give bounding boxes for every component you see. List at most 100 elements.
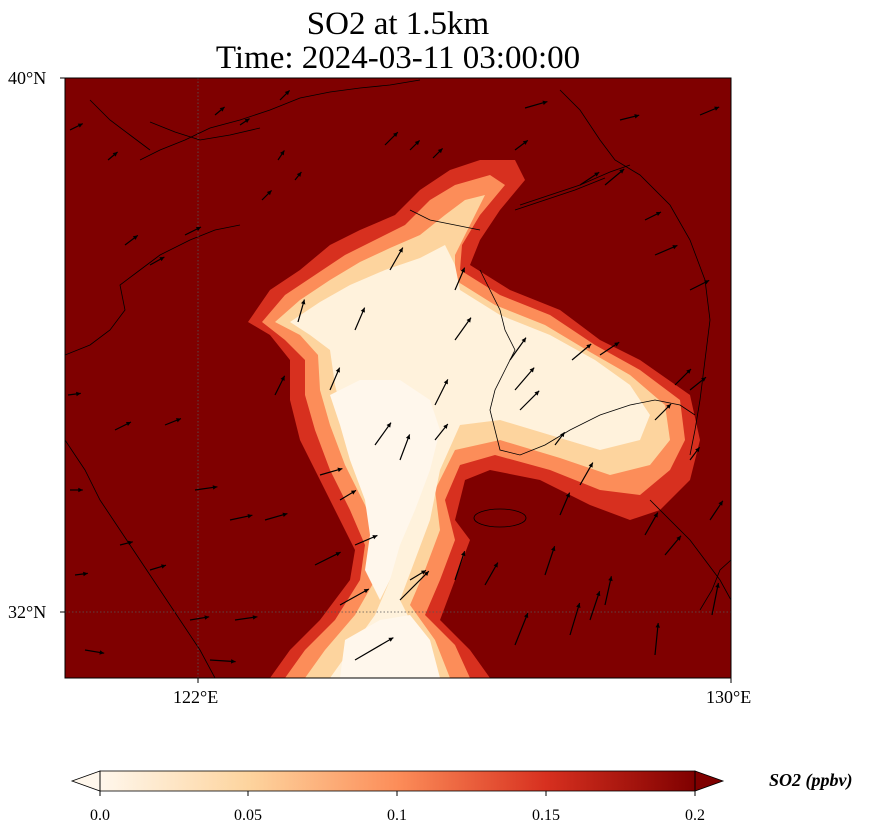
wind-vector-head: [212, 485, 218, 490]
wind-vector-head: [524, 613, 529, 619]
wind-vector-head: [280, 375, 285, 381]
colorbar-tick-0: 0.0: [90, 807, 110, 824]
wind-vector: [711, 582, 719, 616]
wind-vector-head: [175, 418, 181, 423]
wind-vector-head: [714, 106, 720, 111]
wind-vector-head: [195, 227, 201, 232]
map-title-line1: SO2 at 1.5km: [306, 6, 490, 42]
wind-vector-head: [672, 245, 678, 250]
wind-vector: [589, 591, 601, 621]
colorbar-tick-015: 0.15: [532, 807, 560, 824]
wind-vector-head: [676, 535, 681, 541]
wind-vector-head: [715, 583, 720, 588]
wind-vector-head: [420, 570, 426, 575]
wind-vector-head: [161, 564, 166, 569]
map-panel: [65, 78, 731, 678]
wind-vector-head: [521, 337, 526, 343]
wind-vector-head: [634, 114, 640, 119]
wind-vector: [314, 551, 341, 566]
colorbar-extend-min: [70, 770, 101, 792]
wind-vector: [354, 637, 394, 661]
wind-vector-head: [386, 422, 391, 428]
wind-vector-head: [565, 492, 570, 498]
wind-vector-head: [534, 390, 540, 396]
wind-vector: [454, 317, 472, 341]
wind-vector-head: [594, 172, 600, 177]
wind-vector-head: [350, 490, 356, 495]
colorbar-tick-01: 0.1: [387, 807, 407, 824]
wind-vector-head: [335, 552, 341, 557]
axis-tick-marks: [60, 77, 732, 683]
wind-vector-head: [335, 367, 340, 373]
plume-core: [290, 245, 650, 678]
wind-vector-head: [653, 512, 658, 518]
wind-vector: [374, 422, 392, 446]
wind-vector-head: [424, 571, 429, 576]
wind-vector-head: [284, 90, 290, 96]
wind-vector-head: [125, 422, 131, 427]
wind-vector-head: [282, 512, 288, 517]
wind-vector-head: [159, 257, 165, 262]
colorbar-label: SO2 (ppbv): [769, 770, 853, 790]
wind-vector-head: [252, 615, 258, 620]
wind-vector: [514, 367, 535, 391]
lat-tick-32n: 32°N: [8, 602, 47, 622]
wind-vector-head: [704, 280, 710, 285]
lon-tick-122e: 122°E: [173, 687, 219, 707]
wind-vector-head: [701, 377, 706, 382]
plume-whitest: [330, 380, 440, 600]
map-frame: [64, 77, 732, 679]
wind-vector-head: [247, 513, 253, 519]
wind-vector-head: [460, 267, 465, 273]
lat-tick-40n: 40°N: [8, 68, 47, 88]
wind-vector-head: [619, 169, 625, 174]
wind-vector: [399, 570, 430, 601]
wind-vector: [339, 588, 370, 606]
wind-vector-head: [244, 118, 250, 123]
wind-vector-head: [204, 615, 210, 620]
wind-vector-head: [686, 369, 691, 374]
plume-whitest-south: [340, 615, 440, 678]
wind-vector-head: [388, 637, 394, 642]
wind-vector-head: [99, 650, 105, 655]
wind-vector-head: [437, 148, 443, 154]
wind-vector-head: [132, 235, 138, 240]
wind-vector-head: [219, 107, 225, 112]
wind-vector-head: [522, 140, 528, 145]
wind-vector-head: [83, 571, 88, 577]
wind-vector-head: [718, 500, 723, 506]
wind-vector-head: [608, 576, 613, 582]
wind-vector-head: [586, 344, 592, 349]
wind-vector: [519, 390, 540, 411]
wind-vector-head: [576, 603, 581, 608]
lon-tick-130e: 130°E: [706, 687, 752, 707]
wind-vector-head: [588, 462, 593, 468]
wind-vector-head: [493, 562, 498, 568]
wind-vector-head: [360, 307, 365, 313]
wind-vector-head: [76, 391, 81, 397]
wind-vector: [569, 602, 581, 636]
wind-vector-head: [337, 467, 343, 472]
colorbar-gradient: [100, 771, 695, 791]
wind-vector-head: [280, 150, 285, 156]
map-title-line2: Time: 2024-03-11 03:00:00: [215, 40, 581, 76]
wind-vector-head: [529, 367, 535, 373]
colorbar: [70, 770, 725, 796]
wind-vectors: [67, 89, 724, 664]
wind-vector: [454, 551, 466, 581]
wind-vector-head: [551, 546, 556, 552]
wind-vector: [544, 546, 556, 576]
wind-vector-head: [655, 623, 660, 628]
wind-vector-head: [414, 140, 420, 146]
wind-vector-head: [405, 434, 411, 440]
wind-vector-head: [542, 100, 548, 105]
wind-vector-head: [596, 591, 601, 597]
wind-vector-head: [560, 432, 565, 438]
wind-vector-head: [296, 172, 302, 177]
wind-vector: [604, 576, 612, 606]
wind-vector-head: [614, 342, 620, 347]
wind-vector-head: [266, 190, 272, 196]
wind-vector-head: [466, 317, 471, 323]
wind-vector-head: [363, 589, 369, 594]
wind-vector-head: [666, 404, 671, 409]
